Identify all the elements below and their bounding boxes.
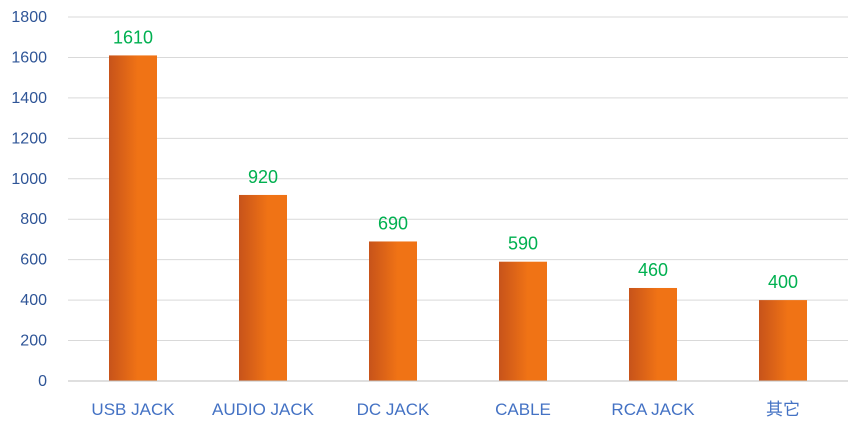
y-tick-label-400: 400 bbox=[20, 292, 47, 309]
y-tick-label-1600: 1600 bbox=[11, 49, 47, 66]
y-axis-tick-labels: 0 200 400 600 800 1000 1200 1400 1600 1800 bbox=[11, 9, 47, 390]
data-label-6: 400 bbox=[768, 272, 798, 292]
bar-4 bbox=[499, 261, 547, 381]
bar-2 bbox=[239, 194, 287, 381]
y-tick-label-1800: 1800 bbox=[11, 9, 47, 26]
bar-3 bbox=[369, 241, 417, 381]
x-tick-label-4: CABLE bbox=[495, 400, 551, 419]
x-tick-label-1: USB JACK bbox=[91, 400, 175, 419]
x-axis-tick-labels: USB JACK AUDIO JACK DC JACK CABLE RCA JACK 其它 bbox=[91, 400, 800, 419]
bars bbox=[109, 55, 807, 382]
data-label-3: 690 bbox=[378, 213, 408, 233]
x-tick-label-6: 其它 bbox=[766, 400, 800, 419]
bar-1 bbox=[109, 55, 157, 382]
data-label-5: 460 bbox=[638, 260, 668, 280]
x-tick-label-2: AUDIO JACK bbox=[212, 400, 315, 419]
y-tick-label-800: 800 bbox=[20, 211, 47, 228]
y-tick-label-600: 600 bbox=[20, 252, 47, 269]
y-tick-label-200: 200 bbox=[20, 333, 47, 350]
bar-6 bbox=[759, 300, 807, 381]
data-labels: 1610 920 690 590 460 400 bbox=[113, 27, 798, 292]
gridlines bbox=[68, 16, 848, 342]
x-tick-label-3: DC JACK bbox=[357, 400, 430, 419]
data-label-2: 920 bbox=[248, 167, 278, 187]
y-tick-label-1200: 1200 bbox=[11, 130, 47, 147]
data-label-1: 1610 bbox=[113, 27, 153, 47]
bar-5 bbox=[629, 287, 677, 381]
x-tick-label-5: RCA JACK bbox=[611, 400, 695, 419]
y-tick-label-1000: 1000 bbox=[11, 171, 47, 188]
y-tick-label-0: 0 bbox=[38, 373, 47, 390]
y-tick-label-1400: 1400 bbox=[11, 90, 47, 107]
data-label-4: 590 bbox=[508, 234, 538, 254]
